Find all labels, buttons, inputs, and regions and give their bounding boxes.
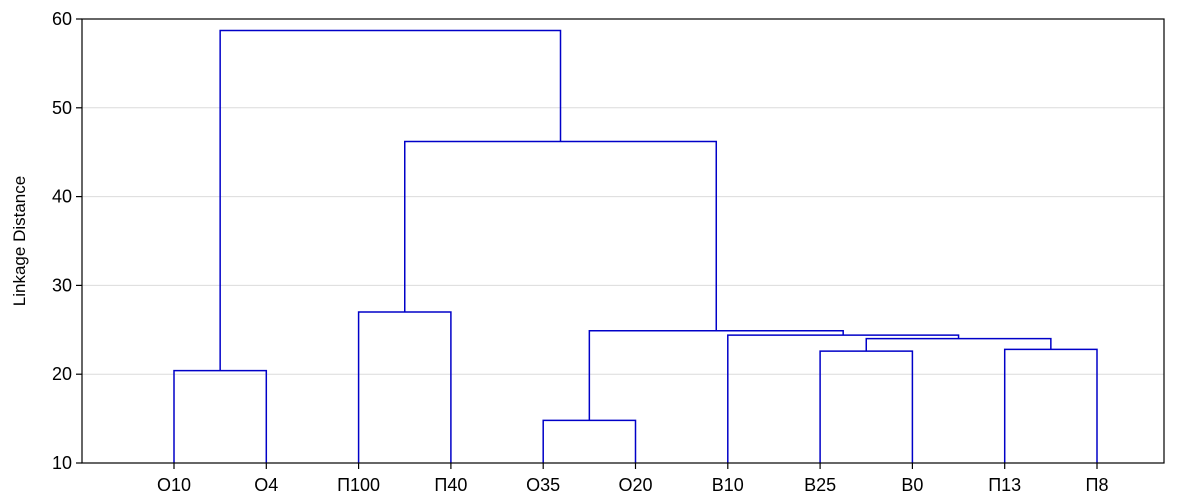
y-tick-label-0: 10 <box>52 453 72 473</box>
y-axis: 10 20 30 40 50 60 <box>52 9 82 473</box>
y-tick-label-3: 40 <box>52 187 72 207</box>
y-tick-label-4: 50 <box>52 98 72 118</box>
y-tick-label-1: 20 <box>52 364 72 384</box>
y-axis-title: Linkage Distance <box>10 176 29 306</box>
merge-link-6 <box>727 334 960 463</box>
leaf-label-1: O4 <box>254 475 278 495</box>
merge-link-0 <box>173 369 268 463</box>
x-axis: O10 O4 П100 П40 O35 O20 B10 B25 B0 П13 П8 <box>157 463 1108 495</box>
merge-link-4 <box>1003 348 1098 463</box>
leaf-label-6: B10 <box>712 475 744 495</box>
merge-link-7 <box>588 329 844 421</box>
leaf-label-5: O20 <box>618 475 652 495</box>
merge-link-2 <box>542 419 637 463</box>
merge-link-3 <box>819 350 914 463</box>
leaf-label-0: O10 <box>157 475 191 495</box>
y-tick-label-5: 60 <box>52 9 72 29</box>
grid-layer <box>82 107 1164 375</box>
leaf-label-3: П40 <box>434 475 467 495</box>
leaf-label-10: П8 <box>1086 475 1109 495</box>
links-layer <box>173 29 1098 463</box>
leaf-label-7: B25 <box>804 475 836 495</box>
merge-link-9 <box>219 29 562 371</box>
plot-frame <box>81 18 1165 464</box>
leaf-label-8: B0 <box>901 475 923 495</box>
merge-link-1 <box>357 311 452 463</box>
leaf-label-9: П13 <box>988 475 1021 495</box>
leaf-label-4: O35 <box>526 475 560 495</box>
merge-link-8 <box>404 140 718 331</box>
leaf-label-2: П100 <box>337 475 380 495</box>
y-tick-label-2: 30 <box>52 275 72 295</box>
